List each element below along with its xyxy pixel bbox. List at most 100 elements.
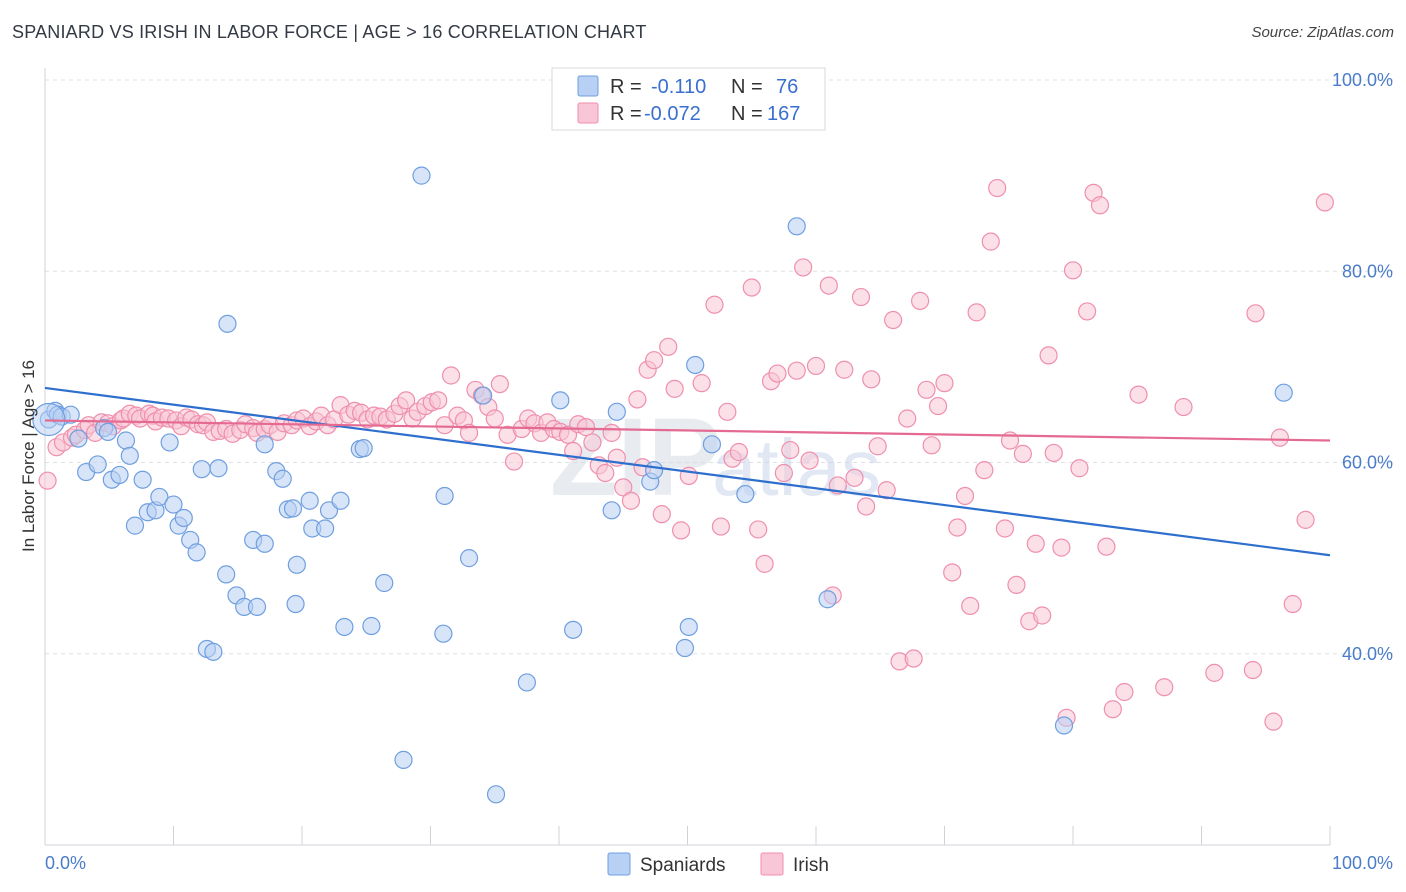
spaniards-point-18: [150, 487, 169, 507]
irish-point-125: [851, 287, 871, 307]
spaniards-point-7: [88, 455, 107, 474]
irish-point-132: [898, 409, 917, 428]
irish-point-109: [742, 278, 761, 297]
irish-point-92: [614, 478, 633, 497]
irish-point-158: [1063, 261, 1083, 280]
spaniards-point-60: [517, 673, 536, 692]
spaniards-point-59: [486, 785, 506, 804]
spaniards-point-57: [459, 549, 479, 568]
spaniards-point-22: [174, 508, 193, 528]
irish-point-118: [800, 451, 819, 470]
spaniards-point-53: [394, 750, 413, 769]
spaniards-point-63: [602, 501, 621, 520]
irish-point-90: [602, 423, 621, 442]
spaniards-point-54: [412, 166, 431, 185]
irish-point-94: [628, 390, 647, 409]
spaniards-point-14: [125, 516, 145, 535]
irish-point-97: [644, 351, 664, 370]
irish-point-116: [787, 361, 806, 380]
irish-point-168: [1174, 397, 1193, 417]
spaniards-point-25: [192, 460, 211, 479]
spaniards-point-55: [434, 624, 453, 643]
legend-swatch-irish: [577, 102, 599, 124]
irish-point-143: [967, 303, 986, 322]
irish-point-104: [705, 295, 724, 314]
spaniards-point-40: [283, 499, 303, 518]
legend-r-value-spaniards: -0.110: [651, 76, 706, 98]
spaniards-point-45: [316, 519, 335, 538]
irish-point-120: [819, 276, 838, 295]
irish-point-64: [435, 416, 454, 435]
irish-point-127: [862, 370, 881, 389]
irish-point-75: [504, 452, 524, 471]
spaniards-point-33: [247, 597, 267, 616]
irish-point-145: [981, 232, 1000, 251]
irish-point-137: [928, 396, 948, 416]
irish-point-138: [935, 374, 954, 393]
x-tick-label-start: 0.0%: [45, 853, 86, 873]
irish-point-115: [781, 440, 800, 460]
irish-point-99: [659, 337, 678, 356]
spaniards-point-73: [818, 590, 837, 609]
irish-point-134: [910, 291, 930, 310]
spaniards-point-70: [702, 435, 722, 454]
y-axis-label: In Labor Force | Age > 16: [19, 360, 38, 552]
legend-n-label-irish: N =: [731, 103, 763, 125]
irish-point-98: [652, 505, 671, 524]
legend-n-value-irish: 167: [767, 103, 800, 125]
irish-trend-line: [44, 419, 1331, 442]
spaniards-point-29: [217, 565, 236, 584]
spaniards-point-30: [218, 314, 237, 333]
irish-point-149: [1007, 575, 1026, 595]
irish-point-113: [768, 364, 787, 383]
spaniards-point-24: [187, 543, 206, 562]
irish-point-63: [429, 391, 448, 410]
spaniards-point-35: [255, 534, 274, 553]
spaniards-point-62: [564, 620, 583, 639]
spaniards-point-69: [686, 355, 705, 375]
irish-point-175: [1296, 510, 1315, 529]
legend-swatch-spaniards: [577, 75, 599, 97]
irish-point-108: [729, 442, 749, 462]
irish-point-153: [1033, 606, 1052, 625]
legend-r-label-irish: R =: [610, 103, 642, 125]
irish-point-164: [1103, 700, 1122, 719]
irish-point-130: [883, 310, 903, 330]
irish-point-100: [665, 379, 684, 398]
irish-point-173: [1270, 428, 1289, 447]
spaniards-point-20: [164, 495, 183, 514]
irish-point-89: [596, 463, 615, 483]
irish-point-169: [1205, 663, 1224, 682]
legend-n-label-spaniards: N =: [731, 76, 763, 98]
spaniards-point-56: [435, 486, 454, 506]
irish-point-124: [845, 468, 864, 487]
irish-point-93: [621, 491, 641, 510]
spaniards-point-38: [273, 469, 292, 488]
irish-point-105: [711, 517, 731, 536]
spaniards-point-50: [354, 439, 373, 458]
irish-point-140: [948, 518, 967, 537]
spaniards-point-64: [607, 402, 626, 421]
irish-point-0: [38, 471, 57, 490]
x-tick-label-end: 100.0%: [1332, 853, 1393, 873]
spaniards-point-72: [787, 217, 806, 236]
irish-point-103: [692, 374, 711, 393]
bottom-legend: Spaniards Irish: [607, 852, 829, 876]
irish-point-128: [868, 437, 887, 456]
axes: [44, 68, 1331, 846]
spaniards-point-71: [736, 484, 755, 504]
spaniards-point-48: [335, 617, 354, 637]
y-tick-label-100: 100.0%: [1332, 70, 1393, 90]
irish-point-174: [1283, 594, 1302, 614]
irish-point-155: [1044, 443, 1063, 463]
irish-point-167: [1155, 678, 1174, 697]
legend-r-label-spaniards: R =: [610, 76, 642, 98]
irish-point-135: [917, 380, 936, 399]
bottom-legend-label-irish: Irish: [793, 855, 829, 876]
irish-point-110: [749, 520, 768, 539]
spaniards-point-41: [287, 555, 306, 574]
irish-point-162: [1090, 196, 1110, 215]
irish-point-87: [583, 433, 602, 452]
legend-n-value-spaniards: 76: [776, 76, 798, 98]
